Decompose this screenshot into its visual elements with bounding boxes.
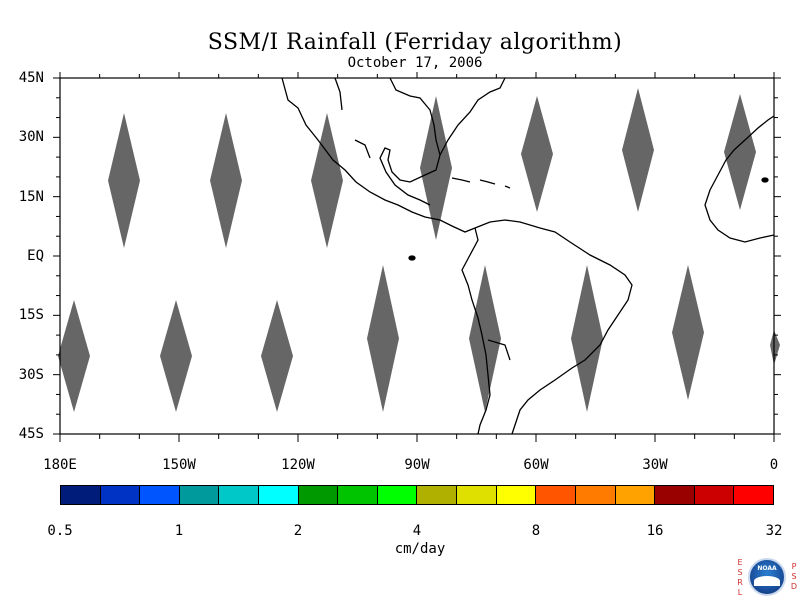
color-scale-label: 2 bbox=[293, 523, 303, 539]
no-data-swath bbox=[770, 330, 780, 365]
no-data-swath bbox=[311, 113, 343, 248]
coastline bbox=[354, 139, 371, 159]
noaa-bird-shape bbox=[754, 576, 780, 586]
longitude-label: 0 bbox=[769, 457, 779, 473]
color-scale-label: 8 bbox=[531, 523, 541, 539]
coastline bbox=[479, 179, 496, 185]
coastline bbox=[379, 77, 441, 206]
color-swatch bbox=[417, 486, 458, 504]
longitude-label: 180E bbox=[43, 457, 77, 473]
noaa-logo-text: NOAA bbox=[757, 565, 777, 572]
map-date: October 17, 2006 bbox=[347, 55, 483, 71]
color-swatch bbox=[536, 486, 576, 504]
color-swatch bbox=[219, 486, 260, 504]
latitude-label: EQ bbox=[27, 248, 44, 264]
coastline bbox=[504, 185, 511, 189]
no-data-swath bbox=[210, 113, 242, 248]
color-swatch bbox=[615, 486, 656, 504]
color-scale-label: 16 bbox=[646, 523, 664, 539]
color-swatch bbox=[61, 486, 101, 504]
color-swatch bbox=[140, 486, 180, 504]
color-swatch bbox=[100, 486, 141, 504]
longitude-label: 30W bbox=[642, 457, 668, 473]
no-data-swath bbox=[58, 300, 90, 412]
color-swatch bbox=[655, 486, 695, 504]
no-data-swath bbox=[521, 96, 553, 212]
cape-verde-islands bbox=[761, 177, 769, 183]
color-swatch bbox=[259, 486, 299, 504]
color-swatch bbox=[298, 486, 339, 504]
color-swatch bbox=[575, 486, 616, 504]
color-swatch bbox=[457, 486, 497, 504]
longitude-label: 120W bbox=[281, 457, 315, 473]
units-label: cm/day bbox=[394, 541, 446, 557]
no-data-swath bbox=[160, 300, 192, 412]
coastline bbox=[461, 227, 491, 435]
color-swatch bbox=[179, 486, 220, 504]
longitude-label: 90W bbox=[404, 457, 430, 473]
coastline bbox=[451, 177, 471, 183]
coastline bbox=[281, 77, 476, 233]
no-data-swath bbox=[724, 94, 756, 210]
color-swatch bbox=[734, 486, 773, 504]
axis-ticks bbox=[53, 72, 781, 442]
color-scale-label: 1 bbox=[174, 523, 184, 539]
coastlines bbox=[281, 77, 775, 435]
coastline bbox=[474, 219, 633, 435]
galapagos-islands bbox=[408, 255, 416, 261]
no-data-swath bbox=[469, 265, 501, 412]
color-swatch bbox=[338, 486, 378, 504]
color-scale-label: 0.5 bbox=[47, 523, 73, 539]
color-swatch bbox=[377, 486, 418, 504]
coastline bbox=[487, 339, 511, 361]
latitude-label: 30S bbox=[18, 366, 44, 383]
color-swatch bbox=[694, 486, 735, 504]
no-data-swath bbox=[622, 88, 654, 212]
no-data-swath bbox=[571, 265, 603, 412]
color-swatch bbox=[496, 486, 537, 504]
color-scale-bar bbox=[60, 485, 774, 505]
coastline bbox=[704, 115, 775, 243]
rainfall-map bbox=[53, 72, 781, 442]
no-data-swath bbox=[261, 300, 293, 412]
no-data-swath bbox=[108, 113, 140, 248]
latitude-label: 15S bbox=[18, 307, 44, 324]
map-title: SSM/I Rainfall (Ferriday algorithm) bbox=[207, 30, 623, 55]
latitude-label: 45N bbox=[18, 70, 44, 86]
coastline bbox=[334, 77, 343, 111]
no-data-swath bbox=[367, 265, 399, 412]
latitude-label: 15N bbox=[18, 188, 44, 205]
latitude-label: 45S bbox=[18, 426, 44, 442]
longitude-label: 150W bbox=[162, 457, 196, 473]
color-scale-label: 32 bbox=[765, 523, 783, 539]
latitude-label: 30N bbox=[18, 129, 44, 146]
longitude-label: 60W bbox=[523, 457, 549, 473]
coastline bbox=[439, 77, 506, 156]
no-data-swath bbox=[672, 265, 704, 400]
color-scale-label: 4 bbox=[412, 523, 422, 539]
